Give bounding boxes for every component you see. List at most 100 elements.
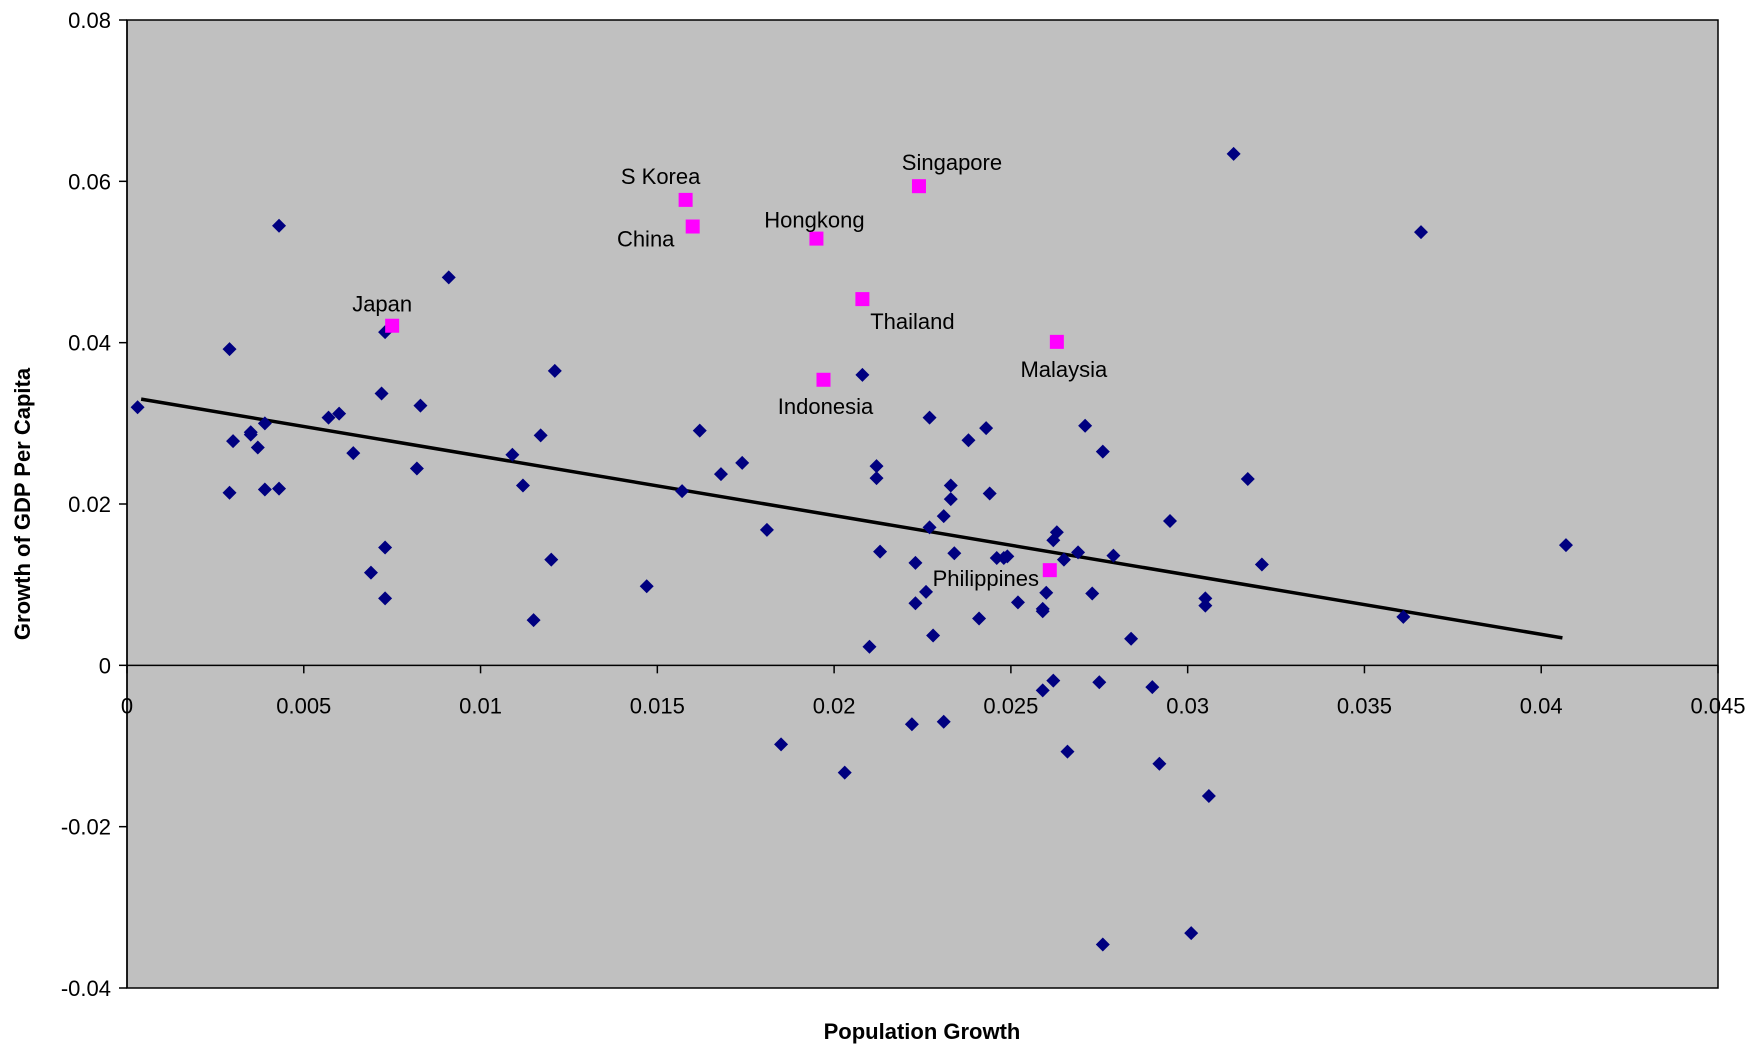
y-tick-label: 0.06	[68, 169, 111, 194]
data-point	[1071, 545, 1086, 560]
x-tick-label: 0.025	[983, 693, 1038, 718]
data-point	[926, 628, 941, 643]
data-point	[1085, 586, 1100, 601]
data-point	[855, 367, 870, 382]
data-point	[533, 428, 548, 443]
y-tick-label: 0.04	[68, 331, 111, 356]
data-point	[272, 481, 287, 496]
highlight-point-japan	[385, 318, 400, 333]
data-point	[692, 423, 707, 438]
data-point	[257, 482, 272, 497]
data-point	[250, 440, 265, 455]
x-tick-label: 0.01	[459, 693, 502, 718]
data-point	[774, 737, 789, 752]
data-point	[257, 416, 272, 431]
data-point	[1060, 744, 1075, 759]
point-label-japan: Japan	[352, 292, 412, 317]
y-tick-label: -0.02	[61, 815, 111, 840]
highlight-point-hongkong	[809, 231, 824, 246]
data-point	[982, 486, 997, 501]
data-point	[869, 471, 884, 486]
point-label-hongkong: Hongkong	[764, 208, 864, 233]
data-point	[515, 478, 530, 493]
point-label-thailand: Thailand	[870, 309, 954, 334]
data-point	[873, 544, 888, 559]
data-point	[332, 406, 347, 421]
data-point	[908, 596, 923, 611]
data-point	[409, 461, 424, 476]
x-tick-label: 0.045	[1690, 693, 1745, 718]
x-axis-title: Population Growth	[824, 1019, 1021, 1044]
data-point	[1056, 552, 1071, 567]
data-point	[363, 565, 378, 580]
data-point	[1078, 418, 1093, 433]
data-point	[675, 484, 690, 499]
data-point	[544, 552, 559, 567]
data-point	[1184, 926, 1199, 941]
data-point	[1046, 673, 1061, 688]
data-point	[526, 613, 541, 628]
data-point	[1162, 513, 1177, 528]
data-point	[936, 509, 951, 524]
data-point	[922, 410, 937, 425]
y-axis: -0.04 -0.02 0 0.02 0.04 0.06 0.08	[61, 8, 128, 1001]
data-point	[1106, 548, 1121, 563]
data-point	[346, 446, 361, 461]
trendline-layer	[140, 397, 1563, 640]
data-point	[759, 522, 774, 537]
point-label-philippines: Philippines	[933, 566, 1039, 591]
data-point	[272, 218, 287, 233]
y-tick-label: 0.08	[68, 8, 111, 33]
data-point	[943, 478, 958, 493]
data-point	[374, 386, 389, 401]
x-tick-label: 0.04	[1520, 693, 1563, 718]
highlight-point-singapore	[911, 179, 926, 194]
data-point	[1095, 937, 1110, 952]
data-point	[222, 485, 237, 500]
point-label-singapore: Singapore	[902, 150, 1002, 175]
data-point	[735, 455, 750, 470]
data-point	[1092, 675, 1107, 690]
data-point	[947, 546, 962, 561]
highlight-point-philippines	[1042, 563, 1057, 578]
data-point	[862, 639, 877, 654]
point-labels: Japan S Korea China Hongkong Indonesia Thaila…	[352, 150, 1108, 591]
data-point	[226, 434, 241, 449]
data-point	[1414, 225, 1429, 240]
data-points	[130, 146, 1573, 952]
y-tick-label: -0.04	[61, 976, 111, 1001]
point-label-china: China	[617, 227, 675, 252]
x-tick-label: 0.035	[1337, 693, 1392, 718]
data-point	[1201, 789, 1216, 804]
data-point	[1095, 444, 1110, 459]
trendline	[140, 397, 1563, 640]
highlight-point-china	[685, 219, 700, 234]
data-point	[972, 611, 987, 626]
point-label-malaysia: Malaysia	[1020, 357, 1108, 382]
data-point	[1010, 595, 1025, 610]
data-point	[919, 584, 934, 599]
data-point	[1049, 525, 1064, 540]
x-tick-label: 0.005	[276, 693, 331, 718]
data-point	[378, 591, 393, 606]
data-point	[1035, 601, 1050, 616]
point-label-indonesia: Indonesia	[778, 394, 874, 419]
data-point	[943, 492, 958, 507]
data-point	[1198, 591, 1213, 606]
y-tick-label: 0.02	[68, 492, 111, 517]
data-point	[936, 714, 951, 729]
data-point	[321, 410, 336, 425]
data-point	[989, 551, 1004, 566]
data-point	[1152, 756, 1167, 771]
data-point	[837, 765, 852, 780]
highlight-point-malaysia	[1049, 334, 1064, 349]
highlight-point-s-korea	[678, 192, 693, 207]
data-point	[1145, 680, 1160, 695]
data-point	[1039, 585, 1054, 600]
x-axis: 0 0.005 0.01 0.015 0.02 0.025 0.03 0.035 0.04 0.0…	[121, 664, 1746, 718]
data-point	[922, 520, 937, 535]
data-point	[961, 433, 976, 448]
data-point	[1240, 471, 1255, 486]
